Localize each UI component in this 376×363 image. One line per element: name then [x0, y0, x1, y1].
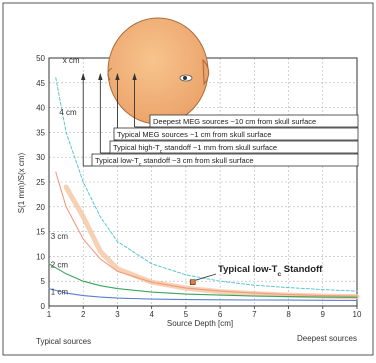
series-line-2-cm	[48, 263, 358, 298]
x-axis-label: Source Depth [cm]	[167, 319, 233, 328]
series-label: x cm	[63, 56, 80, 65]
y-tick-label: 15	[36, 228, 45, 237]
y-tick-label: 50	[36, 54, 45, 63]
y-tick-label: 30	[36, 153, 45, 162]
typical-sources-label: Typical sources	[36, 337, 91, 346]
annotation-label: Typical MEG sources ~1 cm from skull sur…	[117, 130, 271, 139]
annotation-subscript: c	[139, 162, 142, 168]
annotation-subscript: c	[160, 149, 163, 155]
deepest-sources-label: Deepest sources	[297, 334, 357, 343]
annotation-arrowhead	[132, 73, 137, 80]
eye-icon	[179, 74, 193, 82]
x-tick-label: 10	[353, 310, 362, 319]
y-tick-label: 45	[36, 79, 45, 88]
ear-shape	[107, 67, 113, 81]
annotations: Deepest MEG sources ~10 cm from skull su…	[81, 73, 359, 168]
standoff-marker: Typical low-Tc Standoff	[189, 264, 323, 285]
series-labels: x cm 4 cm 3 cm 2 cm 1 cm	[51, 56, 80, 297]
x-tick-label: 4	[149, 310, 154, 319]
head-shape	[107, 17, 209, 125]
series-label: 3 cm	[51, 232, 69, 241]
annotation-label: Deepest MEG sources ~10 cm from skull su…	[153, 117, 316, 126]
x-tick-label: 1	[47, 310, 52, 319]
series-label: 2 cm	[51, 260, 69, 269]
annotation-box	[109, 140, 359, 154]
annotation-arrowhead	[81, 73, 86, 80]
y-tick-label: 10	[36, 252, 45, 261]
standoff-label: Typical low-Tc Standoff	[218, 264, 323, 278]
head-illustration	[107, 17, 210, 125]
series-line-1-cm	[48, 288, 358, 301]
standoff-leader	[195, 273, 217, 281]
annotation-box	[113, 127, 359, 141]
x-tick-label: 5	[184, 310, 189, 319]
y-axis-label: S(1 mm)/S(x cm)	[17, 152, 26, 213]
series-line-4-cm	[55, 77, 358, 292]
annotation-arrowhead	[115, 73, 120, 80]
annotation-box	[91, 153, 359, 167]
x-tick-label: 6	[218, 310, 223, 319]
series-label: 4 cm	[59, 108, 77, 117]
y-tick-label: 0	[41, 302, 46, 311]
y-tick-label: 35	[36, 128, 45, 137]
annotation-label: Typical low-Tc standoff ~3 cm from skull…	[95, 156, 254, 168]
x-tick-label: 8	[286, 310, 291, 319]
series-line-3-cm	[55, 171, 358, 297]
annotation-box	[149, 114, 359, 128]
series-group	[48, 77, 360, 301]
y-tick-label: 5	[41, 277, 46, 286]
y-tick-label: 25	[36, 178, 45, 187]
y-tick-label: 20	[36, 203, 45, 212]
standoff-point	[189, 279, 196, 285]
x-tick-label: 7	[252, 310, 257, 319]
x-tick-label: 2	[81, 310, 86, 319]
nose-shape	[202, 58, 210, 86]
series-label: 1 cm	[51, 288, 69, 297]
annotation-arrowhead	[98, 73, 103, 80]
y-tick-label: 40	[36, 104, 45, 113]
standoff-subscript: c	[277, 271, 281, 278]
annotation-label: Typical high-Tc standoff ~1 mm from skul…	[113, 143, 277, 155]
x-tick-label: 3	[115, 310, 120, 319]
x-tick-label: 9	[321, 310, 326, 319]
